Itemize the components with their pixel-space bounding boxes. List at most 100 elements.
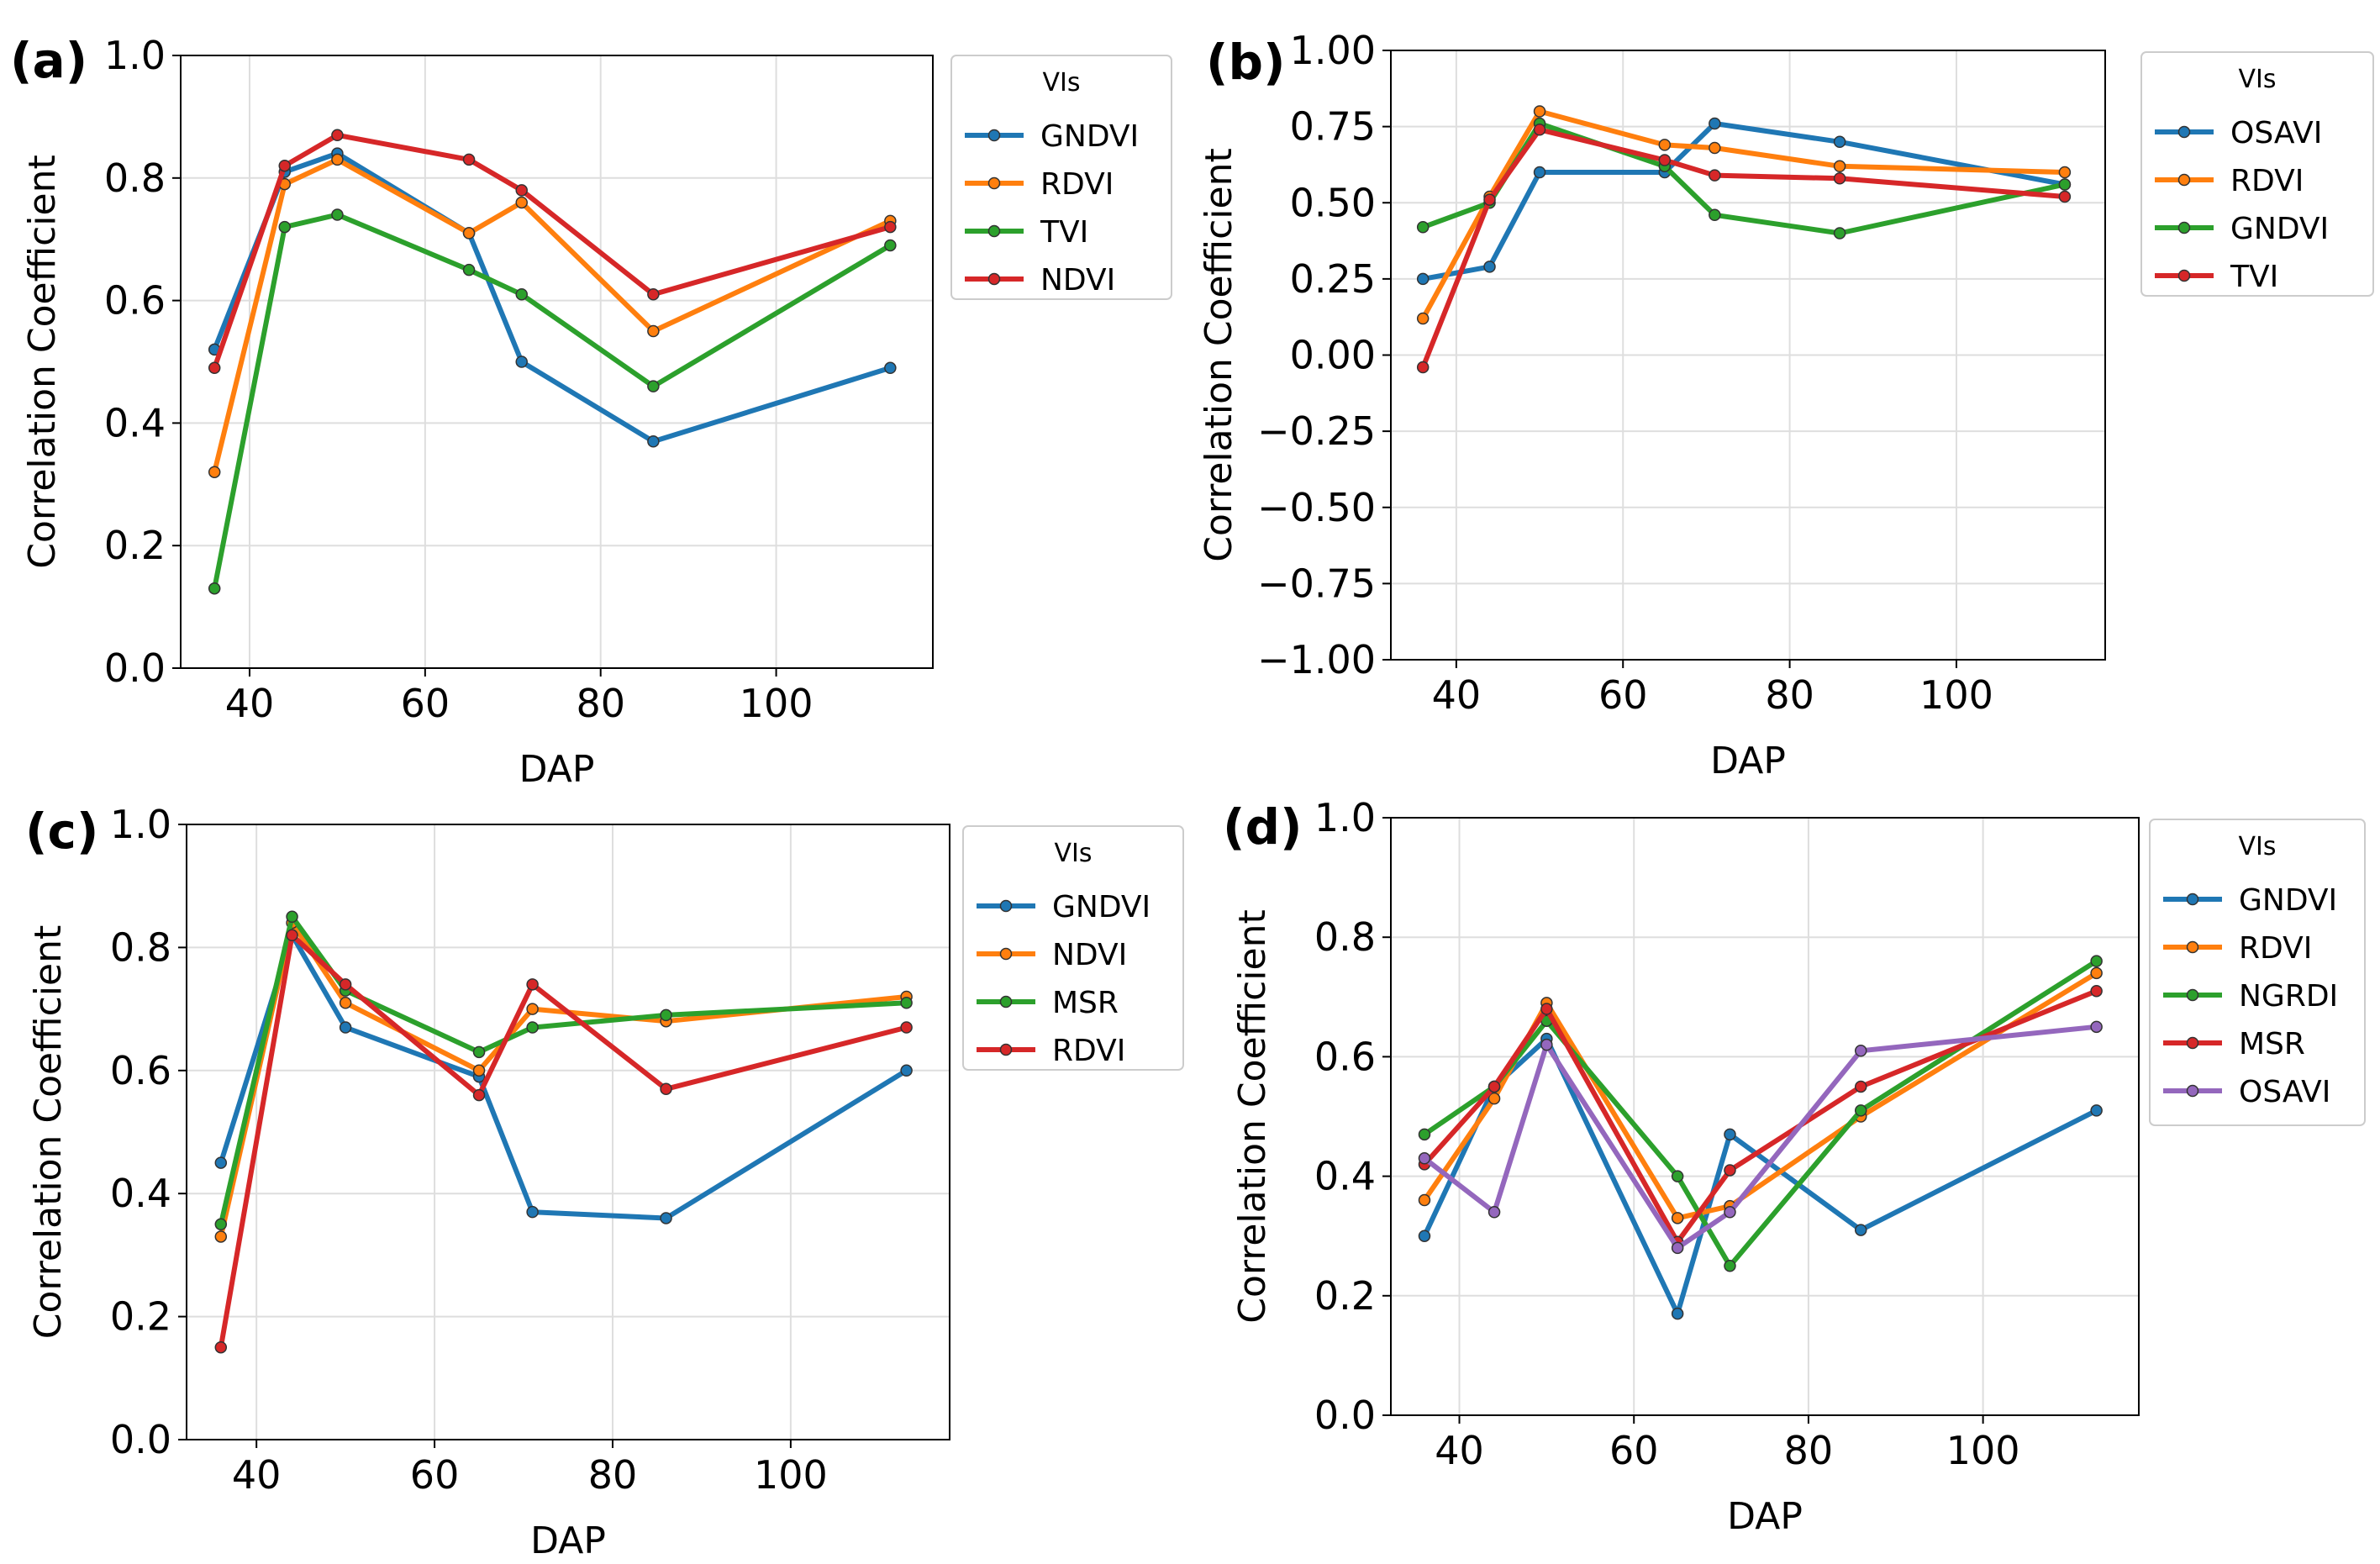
data-point: [1483, 261, 1496, 273]
legend-entry: NDVI: [1052, 938, 1127, 972]
data-point: [1833, 160, 1846, 172]
data-point: [286, 929, 298, 942]
legend-marker: [987, 272, 1001, 286]
y-tick-label: 0.8: [104, 155, 166, 201]
data-point: [2090, 966, 2103, 980]
legend-marker: [999, 899, 1013, 913]
x-tick-label: 80: [1765, 672, 1814, 718]
chart-panel-b: (b) 40 60 80 100 −1.00 −0.75 −0.50 −0.25 0.00 0.25…: [1198, 28, 2374, 782]
x-tick-label: 40: [1435, 1428, 1484, 1473]
legend-marker: [2177, 173, 2191, 187]
y-tick-label: 0.0: [1314, 1393, 1376, 1438]
legend-marker: [999, 1043, 1013, 1056]
data-point: [647, 380, 660, 392]
data-point: [208, 582, 221, 595]
y-tick-label: 0.75: [1290, 104, 1376, 150]
legend-title: VIs: [1055, 839, 1093, 868]
legend-entry: OSAVI: [2239, 1075, 2330, 1109]
data-point: [1833, 172, 1846, 185]
data-point: [1833, 135, 1846, 148]
legend-entry: RDVI: [1052, 1034, 1125, 1068]
data-point: [462, 227, 476, 240]
data-point: [1709, 141, 1721, 155]
x-tick-label: 100: [754, 1452, 828, 1498]
data-point: [2090, 1104, 2103, 1117]
legend-marker: [2177, 269, 2191, 282]
x-axis-label: DAP: [1710, 740, 1786, 782]
data-point: [1540, 1038, 1553, 1051]
grid: [181, 55, 933, 669]
data-point: [1418, 1230, 1431, 1242]
legend-entry: MSR: [2239, 1027, 2305, 1061]
data-point: [1488, 1206, 1501, 1219]
data-point: [647, 324, 660, 338]
data-point: [1416, 272, 1430, 286]
chart-panel-c: (c) 40 60 80 100 0.0 0.2 0.4 0.6 0.8 1.0 DAP Correla…: [25, 802, 1184, 1562]
data-point: [1418, 1193, 1431, 1207]
series-line: [1422, 970, 2099, 1221]
data-point: [1854, 1080, 1867, 1093]
data-point: [526, 1021, 539, 1034]
y-tick-label: 0.6: [1314, 1034, 1376, 1079]
y-tick-label: −0.50: [1257, 485, 1376, 530]
data-point: [515, 184, 528, 197]
legend-marker: [987, 129, 1001, 142]
legend-entry: RDVI: [2230, 164, 2304, 198]
data-point: [462, 263, 476, 276]
data-point: [1533, 166, 1546, 179]
series-osavi: [1416, 117, 2072, 286]
data-point: [1540, 1003, 1553, 1015]
legend: VIs GNDVI RDVI TVI NDVI: [950, 55, 1172, 300]
legend-box: [2140, 51, 2374, 297]
y-tick-label: 0.8: [1314, 914, 1376, 960]
data-point: [647, 288, 660, 301]
legend-marker: [2186, 1084, 2199, 1098]
data-point: [2058, 178, 2072, 191]
data-point: [1854, 1045, 1867, 1057]
data-point: [660, 1008, 672, 1022]
data-point: [884, 361, 897, 375]
x-axis-label: DAP: [519, 748, 595, 791]
series-rdvi: [1418, 966, 2103, 1224]
data-point: [1724, 1128, 1736, 1141]
grid: [1391, 50, 2105, 661]
data-point: [647, 435, 660, 448]
legend-title: VIs: [2239, 65, 2277, 94]
data-point: [339, 978, 352, 991]
legend: VIs GNDVI NDVI MSR RDVI: [962, 825, 1184, 1071]
x-tick-label: 100: [1946, 1428, 2020, 1473]
y-tick-label: 0.25: [1290, 256, 1376, 302]
data-point: [1854, 1104, 1867, 1117]
legend-marker: [2186, 988, 2199, 1002]
legend-entry: GNDVI: [1052, 890, 1151, 924]
data-point: [1671, 1212, 1684, 1224]
legend-marker: [987, 224, 1001, 238]
panel-label: (a): [10, 32, 87, 89]
y-axis-label: Correlation Coefficient: [1231, 909, 1274, 1324]
legend-marker: [2186, 1036, 2199, 1050]
data-point: [1418, 1128, 1431, 1141]
y-tick-label: 0.6: [110, 1048, 171, 1093]
data-point: [1416, 312, 1430, 325]
y-tick-label: 1.0: [110, 802, 171, 847]
y-tick-label: 0.6: [104, 278, 166, 324]
data-point: [286, 910, 298, 924]
data-point: [339, 1021, 352, 1034]
data-point: [1709, 208, 1721, 221]
data-point: [214, 1340, 228, 1354]
y-tick-label: 0.2: [104, 523, 166, 568]
panel-label: (b): [1206, 34, 1286, 91]
data-point: [1658, 139, 1672, 151]
data-point: [472, 1064, 486, 1077]
legend-entry: MSR: [1052, 986, 1119, 1020]
series-rdvi: [214, 929, 913, 1354]
series-line: [218, 920, 909, 1240]
series-gndvi: [208, 147, 897, 448]
y-tick-label: 1.0: [104, 33, 166, 78]
series-line: [212, 150, 893, 445]
y-tick-label: −0.75: [1257, 561, 1376, 606]
series-tvi: [1416, 124, 2072, 374]
data-point: [214, 1230, 228, 1243]
y-tick-label: 0.4: [110, 1171, 171, 1216]
